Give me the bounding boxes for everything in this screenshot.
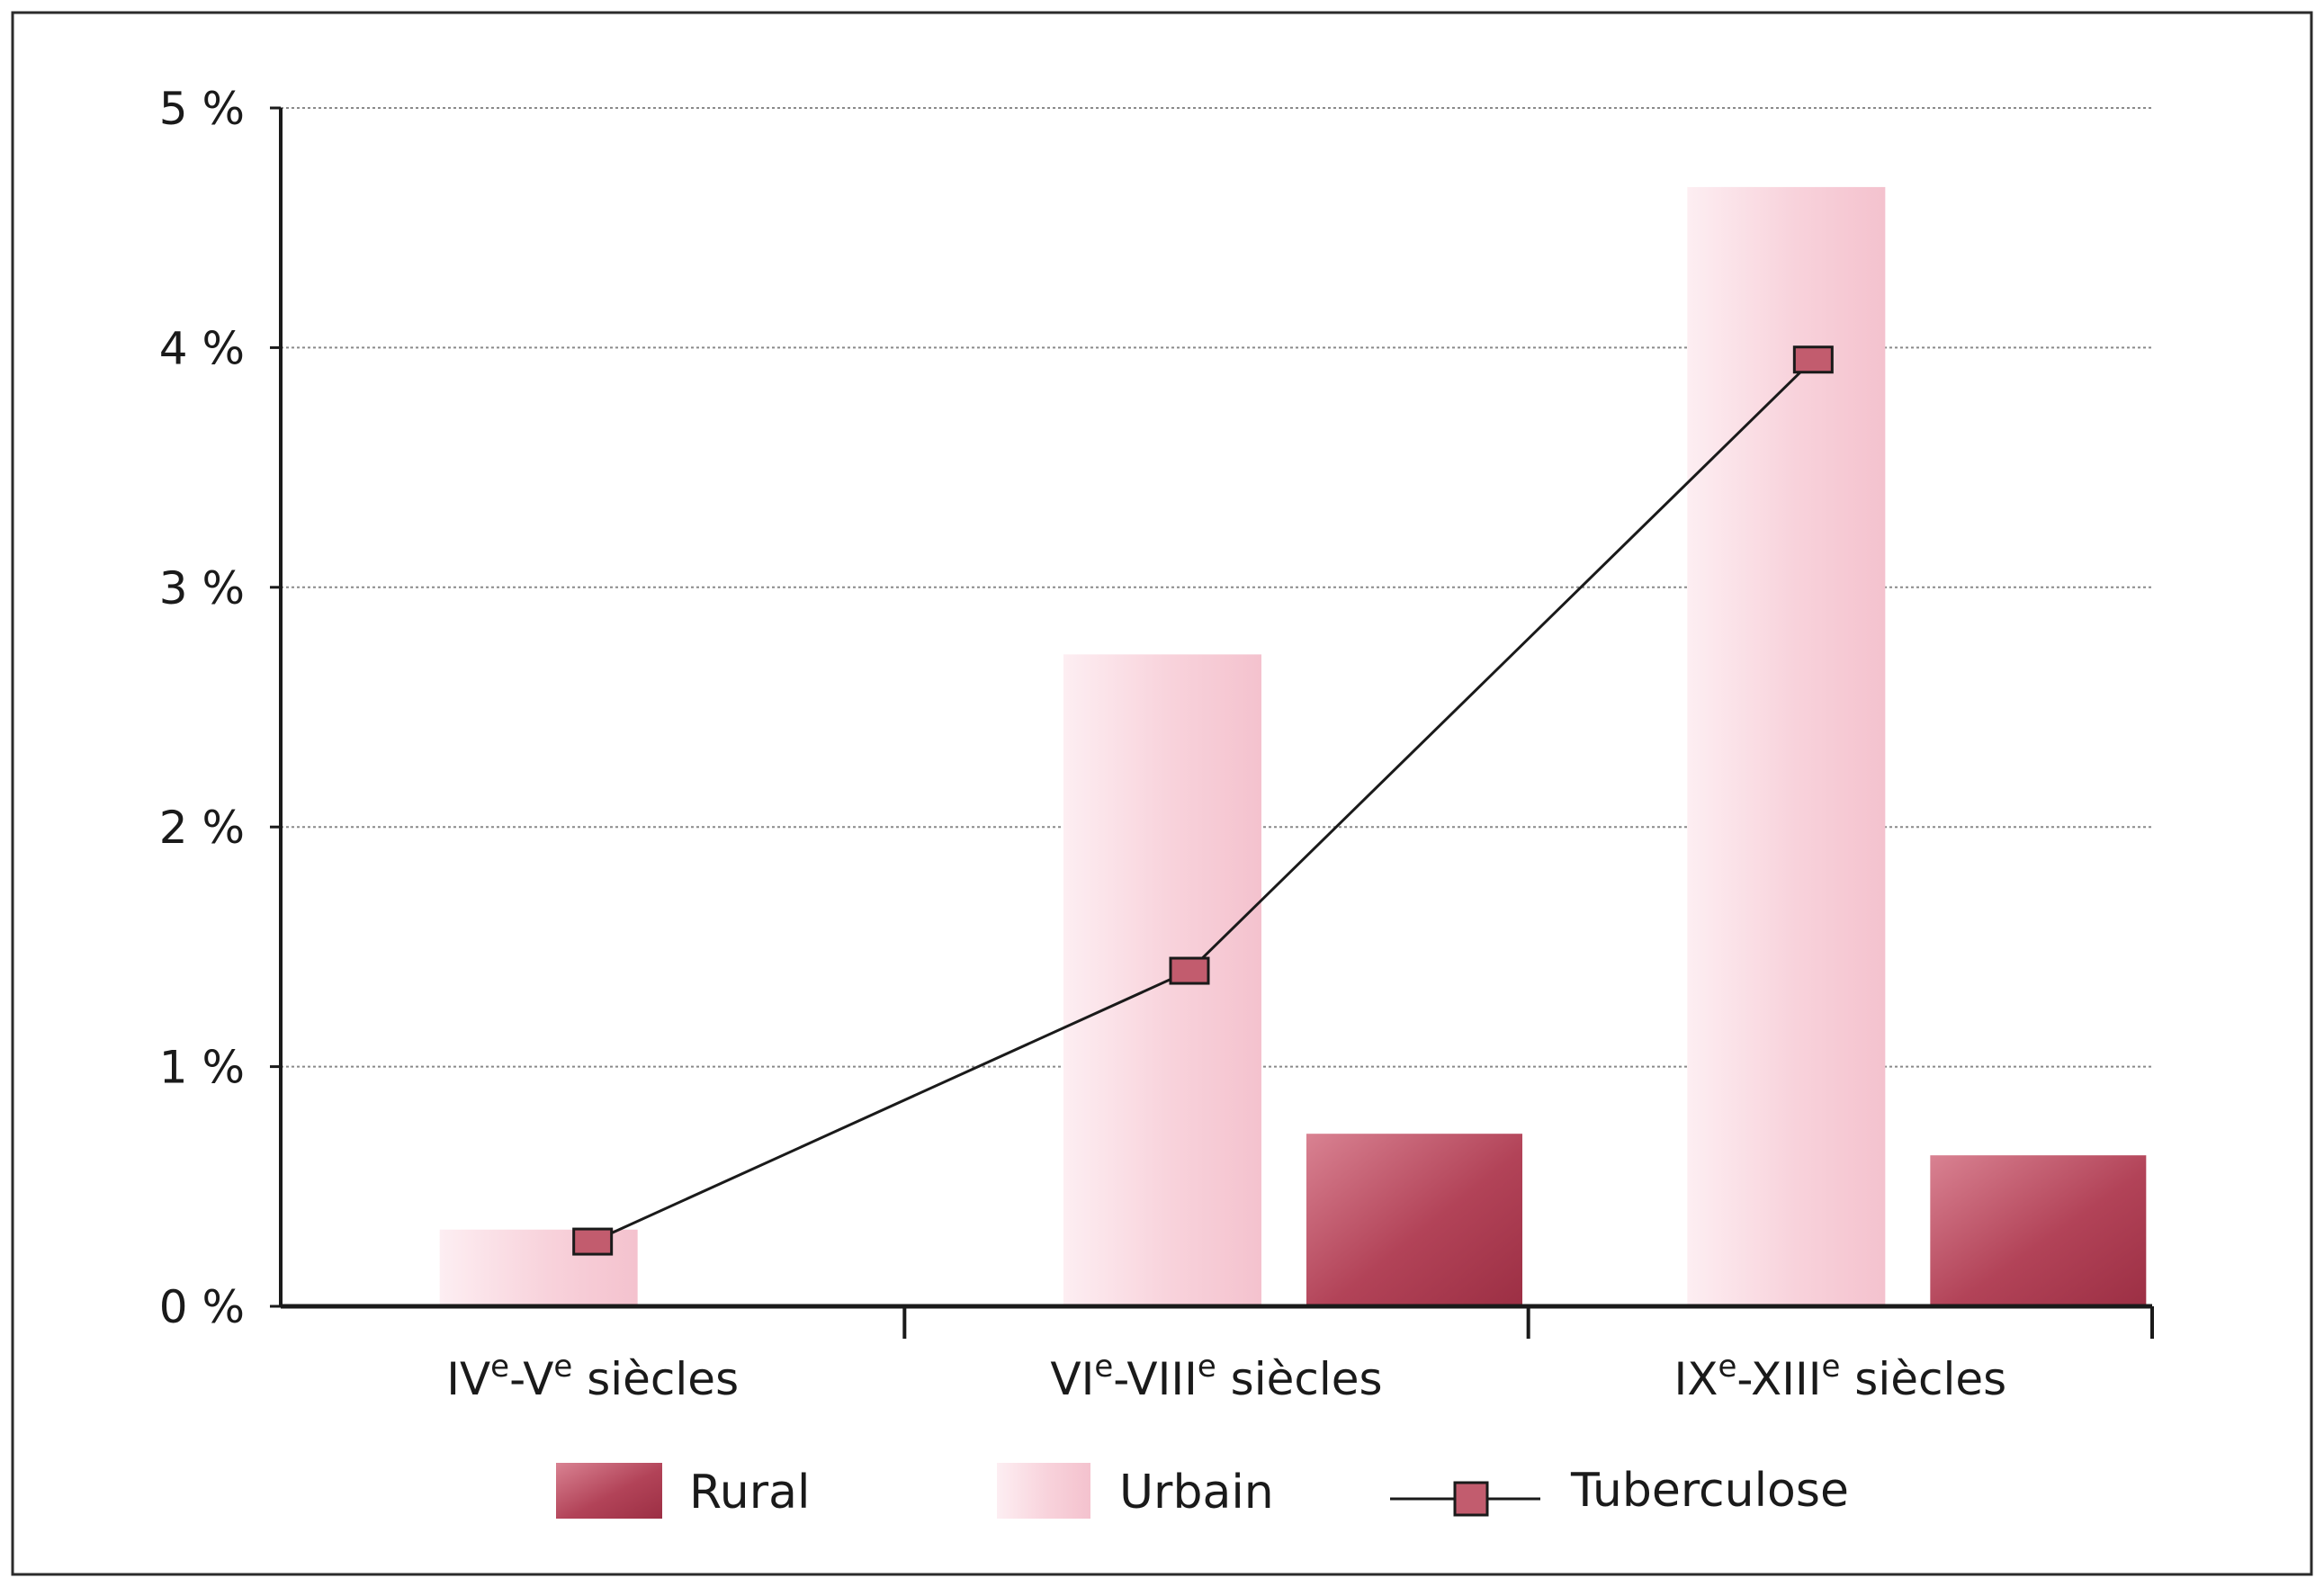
tuberculose-marker <box>1169 956 1210 985</box>
y-tick-label: 3 % <box>159 562 245 614</box>
y-tick-label: 5 % <box>159 83 245 135</box>
y-tick-label: 1 % <box>159 1042 245 1094</box>
legend-label-urbain: Urbain <box>1119 1466 1274 1520</box>
x-tick-label: IVe-Ve siècles <box>446 1349 739 1405</box>
bar-urbain <box>1063 654 1261 1306</box>
urbain-bars <box>439 186 1886 1307</box>
y-tick-label: 0 % <box>159 1281 245 1333</box>
y-tick-labels: 0 % 1 % 2 % 3 % 4 % 5 % <box>159 83 245 1333</box>
legend-label-tuberculose: Tuberculose <box>1570 1464 1849 1518</box>
legend: Rural Urbain Tuberculose <box>556 1463 1849 1520</box>
rural-bars <box>1306 1134 2147 1306</box>
x-tick-label: IXe-XIIIe siècles <box>1673 1349 2006 1405</box>
bar-urbain <box>1687 186 1886 1307</box>
legend-swatch-rural <box>556 1463 662 1519</box>
tuberculose-marker <box>572 1227 614 1256</box>
bar-rural <box>1306 1134 1522 1306</box>
y-tick-label: 4 % <box>159 322 245 374</box>
tuberculose-line <box>572 345 1834 1256</box>
y-tick-label: 2 % <box>159 802 245 854</box>
x-tick-label: VIe-VIIIe siècles <box>1050 1349 1382 1405</box>
legend-swatch-urbain <box>997 1463 1090 1519</box>
axes <box>270 106 2154 1339</box>
legend-label-rural: Rural <box>689 1466 810 1520</box>
legend-swatch-tuberculose-marker <box>1453 1481 1489 1517</box>
bar-rural <box>1930 1155 2147 1306</box>
tuberculose-marker <box>1792 345 1834 374</box>
x-tick-labels: IVe-Ve siècles VIe-VIIIe siècles IXe-XIIIe… <box>446 1349 2006 1405</box>
